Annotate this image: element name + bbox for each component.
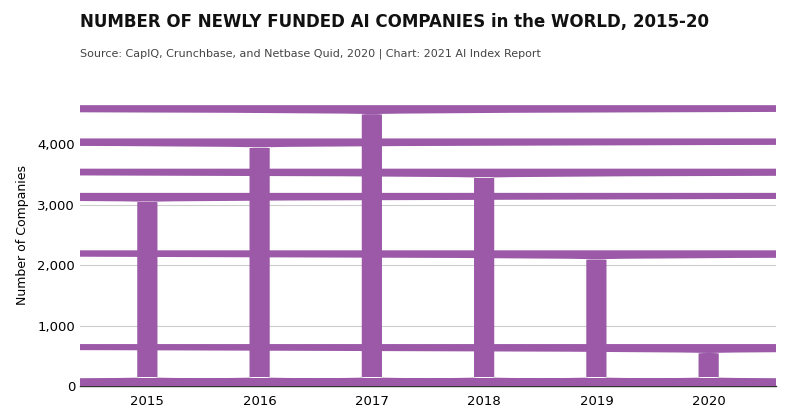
FancyBboxPatch shape xyxy=(0,139,800,386)
FancyBboxPatch shape xyxy=(0,193,800,386)
Text: NUMBER OF NEWLY FUNDED AI COMPANIES in the WORLD, 2015-20: NUMBER OF NEWLY FUNDED AI COMPANIES in t… xyxy=(80,13,709,31)
FancyBboxPatch shape xyxy=(0,250,800,386)
FancyBboxPatch shape xyxy=(0,344,800,386)
Text: Source: CapIQ, Crunchbase, and Netbase Quid, 2020 | Chart: 2021 AI Index Report: Source: CapIQ, Crunchbase, and Netbase Q… xyxy=(80,48,541,59)
FancyBboxPatch shape xyxy=(0,169,800,386)
Y-axis label: Number of Companies: Number of Companies xyxy=(16,165,29,305)
FancyBboxPatch shape xyxy=(0,105,800,386)
